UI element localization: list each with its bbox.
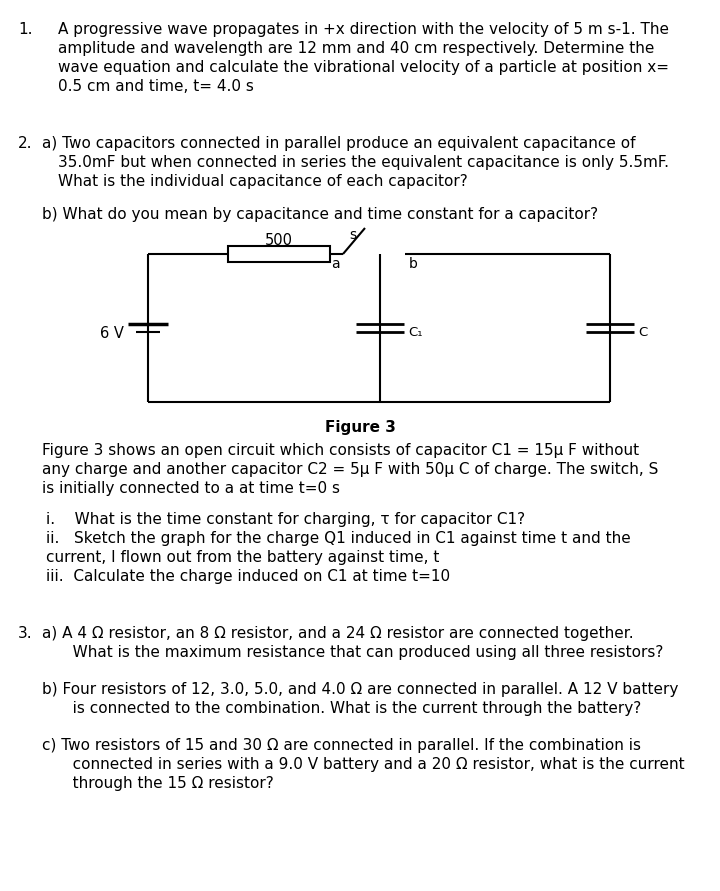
Text: connected in series with a 9.0 V battery and a 20 Ω resistor, what is the curren: connected in series with a 9.0 V battery…: [58, 757, 685, 772]
Text: any charge and another capacitor C2 = 5μ F with 50μ C of charge. The switch, S: any charge and another capacitor C2 = 5μ…: [42, 462, 658, 477]
Text: 6 V: 6 V: [100, 325, 124, 340]
Text: 500: 500: [265, 233, 293, 248]
Text: 35.0mF but when connected in series the equivalent capacitance is only 5.5mF.: 35.0mF but when connected in series the …: [58, 155, 669, 170]
Text: i.    What is the time constant for charging, τ for capacitor C1?: i. What is the time constant for chargin…: [46, 512, 525, 527]
Text: b: b: [409, 257, 418, 271]
Text: a) Two capacitors connected in parallel produce an equivalent capacitance of: a) Two capacitors connected in parallel …: [42, 136, 636, 151]
Text: 2.: 2.: [18, 136, 32, 151]
Text: ii.   Sketch the graph for the charge Q1 induced in C1 against time t and the: ii. Sketch the graph for the charge Q1 i…: [46, 531, 631, 546]
Text: C₁: C₁: [408, 325, 423, 339]
Text: 0.5 cm and time, t= 4.0 s: 0.5 cm and time, t= 4.0 s: [58, 79, 254, 94]
Text: c) Two resistors of 15 and 30 Ω are connected in parallel. If the combination is: c) Two resistors of 15 and 30 Ω are conn…: [42, 738, 641, 753]
Text: a) A 4 Ω resistor, an 8 Ω resistor, and a 24 Ω resistor are connected together.: a) A 4 Ω resistor, an 8 Ω resistor, and …: [42, 626, 634, 641]
Text: 1.: 1.: [18, 22, 32, 37]
Text: b) Four resistors of 12, 3.0, 5.0, and 4.0 Ω are connected in parallel. A 12 V b: b) Four resistors of 12, 3.0, 5.0, and 4…: [42, 682, 678, 697]
Text: 3.: 3.: [18, 626, 32, 641]
Bar: [228, 246, 330, 262]
Text: iii.  Calculate the charge induced on C1 at time t=10: iii. Calculate the charge induced on C1 …: [46, 569, 450, 584]
Text: amplitude and wavelength are 12 mm and 40 cm respectively. Determine the: amplitude and wavelength are 12 mm and 4…: [58, 41, 654, 56]
Text: Figure 3 shows an open circuit which consists of capacitor C1 = 15μ F without: Figure 3 shows an open circuit which con…: [42, 443, 639, 458]
Text: Figure 3: Figure 3: [325, 420, 395, 435]
Text: b) What do you mean by capacitance and time constant for a capacitor?: b) What do you mean by capacitance and t…: [42, 207, 598, 222]
Text: is connected to the combination. What is the current through the battery?: is connected to the combination. What is…: [58, 701, 642, 716]
Text: is initially connected to a at time t=0 s: is initially connected to a at time t=0 …: [42, 481, 340, 496]
Text: C: C: [638, 325, 647, 339]
Text: current, I flown out from the battery against time, t: current, I flown out from the battery ag…: [46, 550, 439, 565]
Text: a: a: [331, 257, 340, 271]
Text: through the 15 Ω resistor?: through the 15 Ω resistor?: [58, 776, 274, 791]
Text: s: s: [349, 228, 356, 242]
Text: What is the individual capacitance of each capacitor?: What is the individual capacitance of ea…: [58, 174, 468, 189]
Text: What is the maximum resistance that can produced using all three resistors?: What is the maximum resistance that can …: [58, 645, 663, 660]
Text: A progressive wave propagates in +x direction with the velocity of 5 m s-1. The: A progressive wave propagates in +x dire…: [58, 22, 669, 37]
Text: wave equation and calculate the vibrational velocity of a particle at position x: wave equation and calculate the vibratio…: [58, 60, 669, 75]
